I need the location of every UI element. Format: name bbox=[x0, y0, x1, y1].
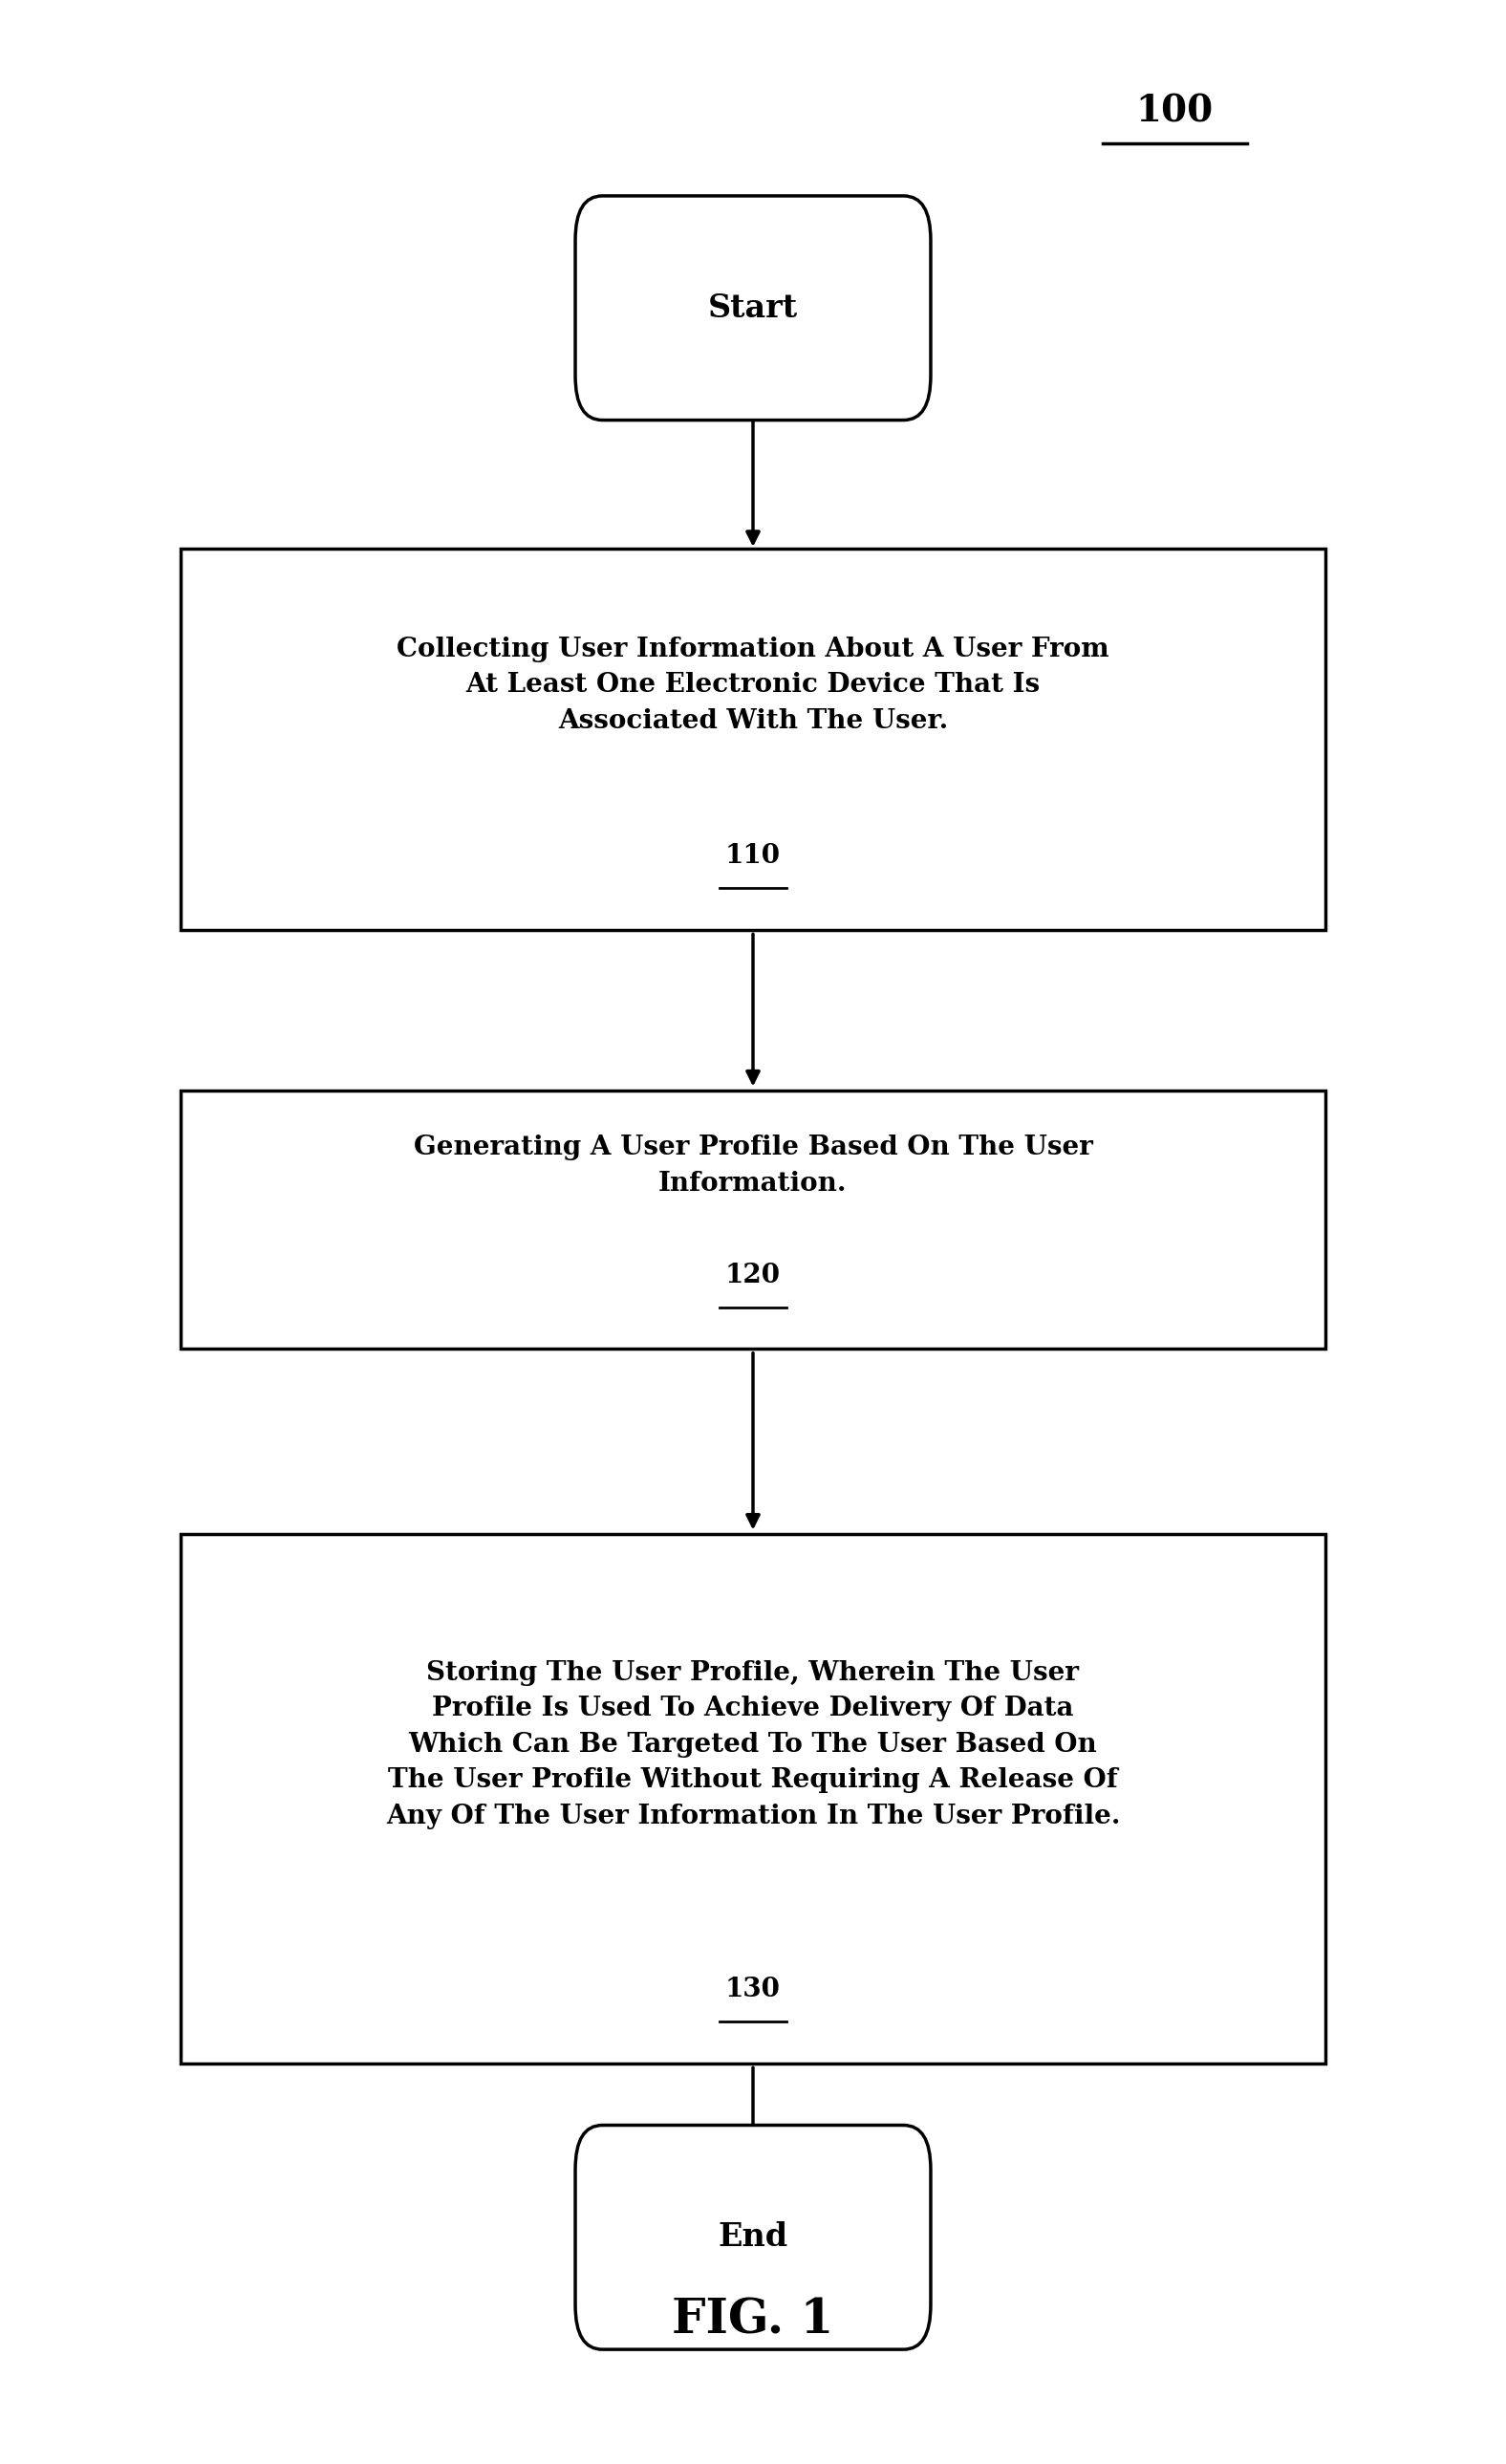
FancyBboxPatch shape bbox=[575, 197, 931, 419]
Text: 100: 100 bbox=[1136, 94, 1214, 128]
Text: 120: 120 bbox=[726, 1262, 780, 1289]
Text: 110: 110 bbox=[726, 843, 780, 870]
Bar bbox=[181, 1533, 1325, 2062]
Text: Start: Start bbox=[708, 293, 798, 323]
Text: Collecting User Information About A User From
At Least One Electronic Device Tha: Collecting User Information About A User… bbox=[396, 636, 1110, 734]
FancyBboxPatch shape bbox=[575, 2124, 931, 2351]
Bar bbox=[181, 549, 1325, 931]
Text: FIG. 1: FIG. 1 bbox=[672, 2296, 834, 2346]
Text: End: End bbox=[718, 2223, 788, 2252]
Bar bbox=[181, 1089, 1325, 1350]
Text: 130: 130 bbox=[726, 1976, 780, 2003]
Text: Generating A User Profile Based On The User
Information.: Generating A User Profile Based On The U… bbox=[413, 1133, 1093, 1198]
Text: Storing The User Profile, Wherein The User
Profile Is Used To Achieve Delivery O: Storing The User Profile, Wherein The Us… bbox=[386, 1661, 1120, 1828]
